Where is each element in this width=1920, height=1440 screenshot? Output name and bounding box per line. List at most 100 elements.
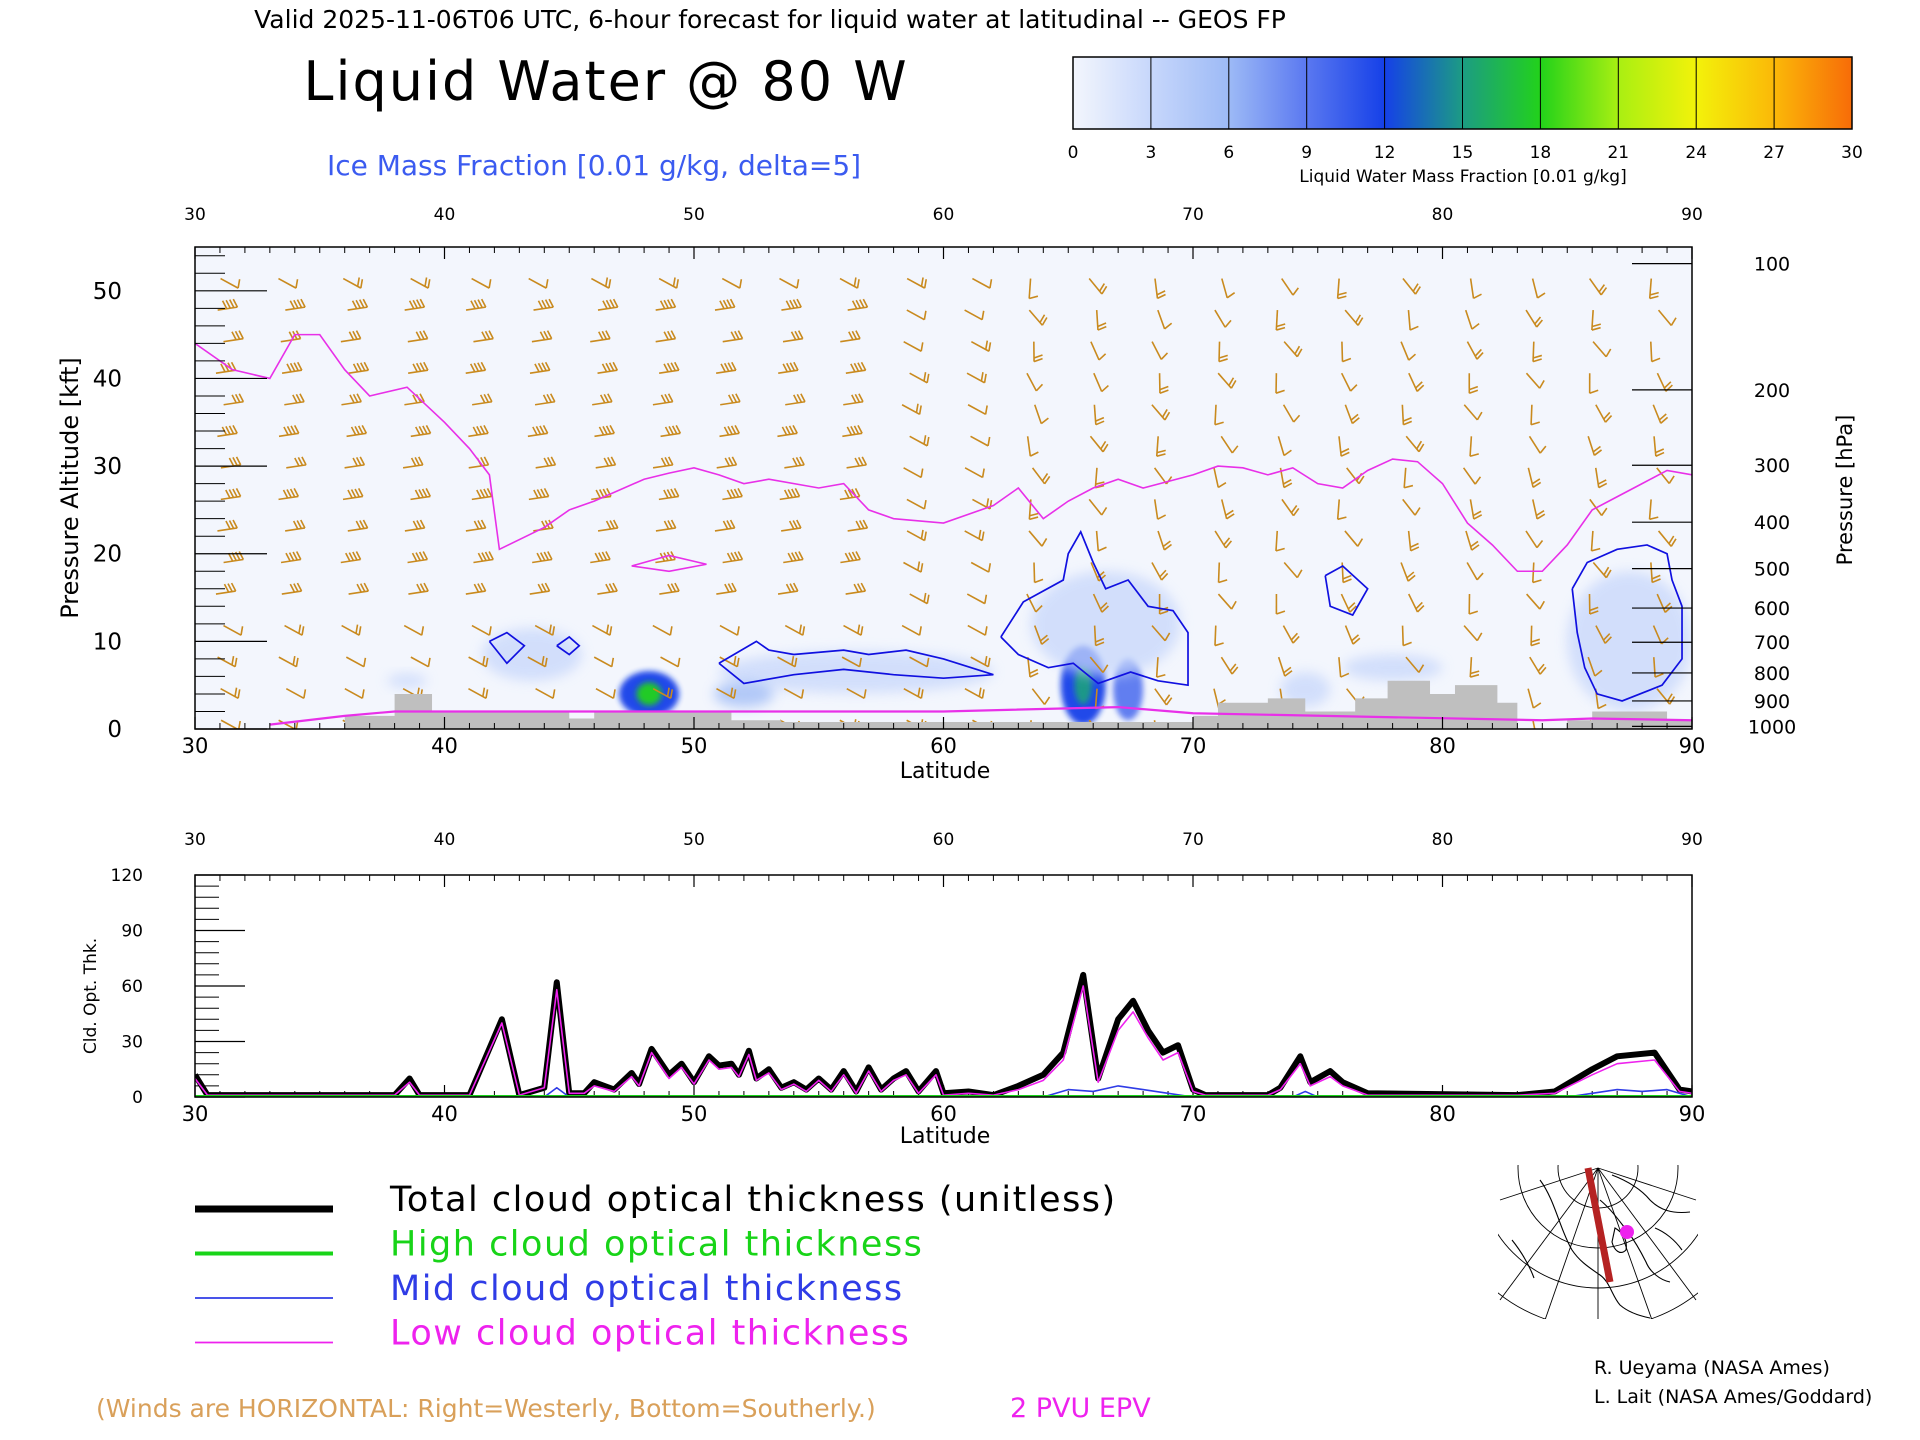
- wind-barb: [1656, 467, 1675, 484]
- wind-barb: [1529, 656, 1547, 675]
- wind-barb: [1336, 499, 1347, 521]
- wind-barb: [784, 624, 806, 636]
- opt-top-tick-label: 30: [184, 830, 206, 850]
- wind-barb: [1154, 278, 1166, 300]
- xsec-pressure-tick-label: 700: [1754, 632, 1790, 654]
- ice-contour: [1324, 564, 1369, 617]
- winds-note: (Winds are HORIZONTAL: Right=Westerly, B…: [96, 1394, 876, 1423]
- wind-barb: [535, 456, 557, 469]
- wind-barb: [1151, 341, 1169, 360]
- wind-barb: [1027, 657, 1039, 678]
- wind-barb: [285, 519, 306, 532]
- xsec-x-tick-label: 90: [1679, 734, 1706, 758]
- wind-barb: [284, 624, 305, 636]
- wind-barb: [1153, 499, 1167, 520]
- wind-barb: [1527, 467, 1542, 488]
- wind-barb: [465, 361, 487, 374]
- wind-barb: [1400, 562, 1416, 582]
- wind-barb: [842, 424, 863, 438]
- wind-barb: [1528, 435, 1547, 454]
- wind-barb: [652, 624, 673, 636]
- wind-barb: [716, 687, 737, 699]
- wind-barb: [1026, 593, 1043, 613]
- wind-barb: [597, 582, 618, 595]
- wind-barb: [1281, 498, 1300, 517]
- wind-barb: [719, 624, 740, 636]
- wind-barb: [465, 298, 487, 311]
- wind-barb: [1151, 404, 1171, 421]
- wind-barb: [527, 424, 549, 438]
- wind-barb: [1465, 530, 1480, 551]
- wind-barb: [846, 687, 867, 699]
- wind-barb: [1220, 499, 1235, 520]
- wind-barb: [1532, 720, 1536, 729]
- wind-barb: [217, 298, 239, 311]
- wind-barb: [659, 582, 680, 595]
- optical-thickness-xlabel: Latitude: [900, 1124, 991, 1149]
- wind-barb: [595, 687, 616, 699]
- ice-contour: [488, 631, 526, 665]
- wind-barb: [404, 298, 426, 311]
- wind-barb: [841, 656, 862, 668]
- xsec-pressure-tick-label: 600: [1754, 598, 1790, 620]
- wind-barb: [1093, 404, 1105, 426]
- wind-barb: [341, 393, 362, 406]
- wind-barb: [1336, 278, 1347, 300]
- wind-barb: [1652, 404, 1669, 424]
- colorbar-tick-label: 6: [1223, 143, 1234, 163]
- xsec-top-tick-label: 80: [1432, 205, 1454, 225]
- wind-barb: [843, 624, 864, 636]
- wind-barb: [1405, 435, 1425, 453]
- wind-barb: [1402, 498, 1421, 516]
- wind-barb: [528, 488, 550, 501]
- wind-barb: [1595, 625, 1612, 644]
- wind-barb: [1213, 467, 1227, 489]
- wind-barb: [340, 330, 362, 343]
- wind-barb: [281, 361, 303, 374]
- wind-barb: [217, 519, 238, 532]
- wind-barb: [1532, 341, 1543, 363]
- opt-x-tick-label: 90: [1679, 1102, 1706, 1126]
- wind-barb: [970, 340, 992, 352]
- wind-barb: [847, 298, 869, 311]
- wind-barb: [1214, 625, 1224, 647]
- locator-map: [1498, 1165, 1698, 1319]
- legend-label: Low cloud optical thickness: [390, 1314, 910, 1354]
- wind-barb: [1214, 309, 1232, 328]
- colorbar-segment: [1540, 57, 1619, 129]
- opt-top-tick-label: 50: [683, 830, 705, 850]
- wind-barb: [1093, 372, 1109, 393]
- wind-barb: [901, 403, 922, 416]
- chart-title: Liquid Water @ 80 W: [303, 50, 908, 113]
- wind-barb: [1033, 562, 1044, 584]
- optical-thickness-series: [195, 971, 1692, 1097]
- wind-barb: [347, 298, 369, 311]
- colorbar: 0 3 6 9 12 15 18 21 24 27 30: [1068, 56, 1863, 163]
- cross-section-background: [195, 247, 1692, 729]
- wind-barb: [1217, 372, 1237, 389]
- wind-barb: [341, 624, 362, 636]
- wind-barb: [1588, 278, 1608, 296]
- wind-barb: [468, 687, 489, 699]
- wind-barb: [410, 656, 431, 668]
- wind-barb: [778, 361, 799, 374]
- liquid-water-field: [387, 571, 1692, 725]
- credit-lait: L. Lait (NASA Ames/Goddard): [1594, 1386, 1872, 1408]
- wind-barb: [346, 424, 368, 438]
- wind-barb: [722, 551, 744, 564]
- colorbar-segment: [1774, 57, 1853, 129]
- ice-contour: [1571, 544, 1683, 702]
- wind-barb: [1283, 341, 1303, 358]
- wind-barb: [777, 655, 798, 668]
- wind-barb: [1653, 657, 1664, 678]
- wind-barb: [660, 656, 681, 668]
- wind-barb: [719, 655, 740, 668]
- wind-barb: [1220, 656, 1239, 675]
- opt-y-tick-label: 90: [121, 922, 143, 942]
- wind-barb: [1466, 562, 1484, 581]
- wind-barb: [1530, 625, 1541, 647]
- wind-barb: [781, 519, 802, 532]
- colorbar-tick-label: 3: [1145, 143, 1156, 163]
- wind-barb: [1469, 278, 1482, 300]
